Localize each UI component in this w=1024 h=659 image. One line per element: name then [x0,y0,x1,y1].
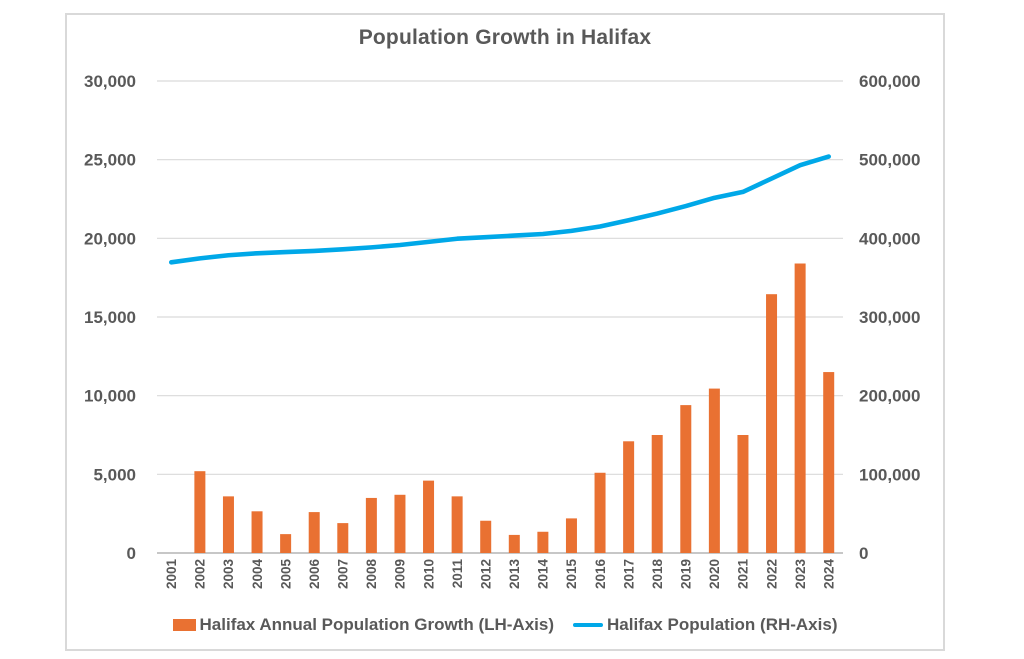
bar-2012 [480,520,492,553]
x-label-2011: 2011 [450,559,465,589]
x-label-2006: 2006 [307,559,322,590]
x-label-2003: 2003 [221,559,236,590]
x-label-2013: 2013 [507,559,522,590]
bar-2016 [594,472,606,553]
bar-2014 [537,531,549,553]
right-axis-tick: 500,000 [859,151,920,170]
x-label-2007: 2007 [336,559,351,589]
x-label-2020: 2020 [707,559,722,589]
chart-title: Population Growth in Halifax [358,26,652,49]
bar-2007 [337,523,349,553]
bar-2004 [251,511,263,553]
x-label-2016: 2016 [593,559,608,590]
chart-plot-area: 0 5,000 10,000 15,000 20,000 25,000 30,000 0 100… [84,72,920,590]
bar-2019 [680,405,692,553]
bar-2023 [794,263,806,553]
right-axis-tick: 400,000 [859,229,920,248]
bar-2002 [194,471,206,553]
x-label-2012: 2012 [478,559,493,589]
left-axis-tick: 20,000 [84,229,136,248]
bar-2009 [394,494,406,553]
line-swatch-icon [573,622,604,628]
bar-2013 [508,534,520,553]
chart-legend: Halifax Annual Population Growth (LH-Axi… [67,615,943,635]
bar-2003 [222,496,234,553]
bar-2020 [708,388,720,553]
population-line [168,154,832,265]
bar-2018 [651,435,663,553]
right-axis-tick: 0 [859,544,868,563]
left-axis-tick: 10,000 [84,387,136,406]
legend-population-label: Halifax Population (RH-Axis) [607,615,838,634]
legend-item-population: Halifax Population (RH-Axis) [573,615,837,635]
x-label-2010: 2010 [421,559,436,589]
x-label-2023: 2023 [793,559,808,590]
x-label-2022: 2022 [764,559,779,589]
left-axis-tick: 5,000 [93,465,136,484]
left-axis-tick: 25,000 [84,151,136,170]
x-label-2004: 2004 [250,559,265,590]
x-label-2024: 2024 [821,559,836,590]
left-axis-tick: 0 [127,544,136,563]
x-label-2021: 2021 [736,559,751,590]
bar-2010 [423,480,435,553]
bar-2008 [365,497,377,553]
right-axis-tick: 600,000 [859,72,920,91]
right-axis-tick: 200,000 [859,387,920,406]
x-label-2002: 2002 [193,559,208,589]
x-label-2014: 2014 [536,559,551,590]
x-label-2005: 2005 [278,559,293,590]
bar-2015 [565,518,577,553]
bar-2022 [766,294,778,553]
x-label-2015: 2015 [564,559,579,590]
bar-2006 [308,512,320,553]
x-label-2018: 2018 [650,559,665,590]
legend-item-growth: Halifax Annual Population Growth (LH-Axi… [172,615,555,635]
x-label-2017: 2017 [621,559,636,589]
legend-growth-label: Halifax Annual Population Growth (LH-Axi… [199,615,555,634]
bar-2021 [737,435,749,553]
left-axis-tick: 30,000 [84,72,136,91]
bar-2011 [451,496,463,553]
right-axis-tick: 300,000 [859,308,920,327]
bar-2017 [623,441,635,553]
x-label-2019: 2019 [679,559,694,589]
chart-frame: Population Growth in Halifax 0 5,000 10,00… [65,13,945,651]
x-label-2001: 2001 [164,559,179,590]
bar-2024 [823,372,835,553]
right-axis-tick: 100,000 [859,465,920,484]
x-label-2008: 2008 [364,559,379,590]
bar-2005 [280,534,292,553]
left-axis-tick: 15,000 [84,308,136,327]
x-label-2009: 2009 [393,559,408,589]
bar-swatch-icon [172,619,196,631]
